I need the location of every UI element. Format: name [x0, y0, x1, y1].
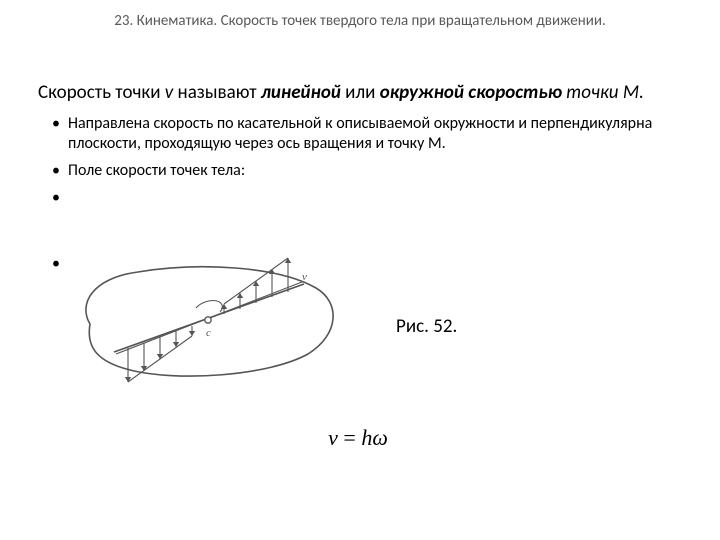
lead-b1: линейной	[261, 81, 341, 104]
lead-v: v	[165, 81, 173, 104]
formula-h: h	[361, 425, 372, 450]
bullet-2: Поле скорости точек тела:	[56, 161, 678, 182]
bullet-4-diagram: cv Рис. 52.	[56, 254, 678, 401]
diagram-wrap: cv	[68, 254, 348, 401]
slide: 23. Кинематика. Скорость точек твердого …	[0, 0, 720, 540]
lead-t1: Скорость точки	[38, 81, 165, 104]
formula: v = hω	[328, 425, 388, 450]
lead-paragraph: Скорость точки v называют линейной или о…	[38, 80, 678, 106]
diagram-row: cv Рис. 52.	[68, 254, 678, 401]
svg-text:c: c	[206, 327, 211, 339]
velocity-field-diagram: cv	[68, 254, 348, 394]
lead-i1: точки М.	[566, 81, 644, 104]
lead-b2: окружной скоростью	[380, 81, 562, 104]
formula-eq: =	[338, 425, 361, 450]
bullet-list: Направлена скорость по касательной к опи…	[38, 114, 678, 401]
lead-t3: или	[341, 81, 380, 104]
bullet-3-empty	[56, 188, 678, 206]
formula-omega: ω	[372, 425, 388, 450]
slide-body: Скорость точки v называют линейной или о…	[38, 80, 678, 451]
svg-text:v: v	[302, 271, 307, 283]
lead-t2: называют	[173, 81, 261, 104]
bullet-1: Направлена скорость по касательной к опи…	[56, 114, 678, 156]
figure-caption: Рис. 52.	[396, 315, 457, 340]
slide-title: 23. Кинематика. Скорость точек твердого …	[80, 12, 640, 31]
formula-v: v	[328, 425, 338, 450]
formula-row: v = hω	[38, 425, 678, 451]
